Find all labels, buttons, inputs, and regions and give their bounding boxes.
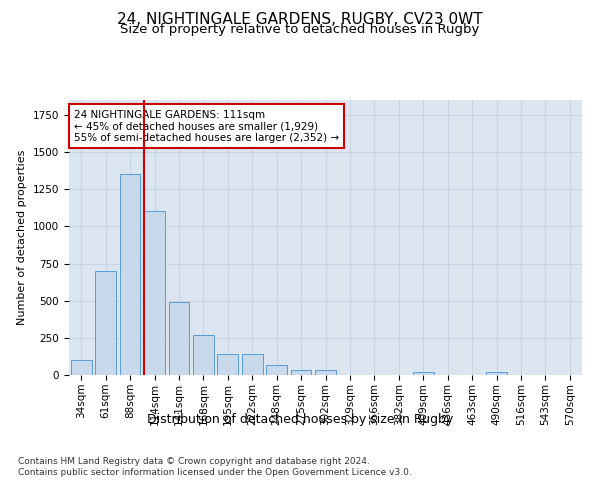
Bar [266, 364, 287, 375]
Bar [290, 370, 311, 375]
Bar [217, 354, 238, 375]
Text: 24 NIGHTINGALE GARDENS: 111sqm
← 45% of detached houses are smaller (1,929)
55% : 24 NIGHTINGALE GARDENS: 111sqm ← 45% of … [74, 110, 339, 143]
Text: Distribution of detached houses by size in Rugby: Distribution of detached houses by size … [147, 412, 453, 426]
Bar [242, 354, 263, 375]
Text: 24, NIGHTINGALE GARDENS, RUGBY, CV23 0WT: 24, NIGHTINGALE GARDENS, RUGBY, CV23 0WT [117, 12, 483, 28]
Bar [169, 302, 190, 375]
Bar [486, 372, 507, 375]
Text: Contains HM Land Registry data © Crown copyright and database right 2024.
Contai: Contains HM Land Registry data © Crown c… [18, 458, 412, 477]
Bar [119, 174, 140, 375]
Bar [193, 335, 214, 375]
Bar [95, 271, 116, 375]
Bar [315, 370, 336, 375]
Bar [413, 372, 434, 375]
Bar [71, 360, 92, 375]
Y-axis label: Number of detached properties: Number of detached properties [17, 150, 28, 325]
Text: Size of property relative to detached houses in Rugby: Size of property relative to detached ho… [121, 22, 479, 36]
Bar [144, 212, 165, 375]
